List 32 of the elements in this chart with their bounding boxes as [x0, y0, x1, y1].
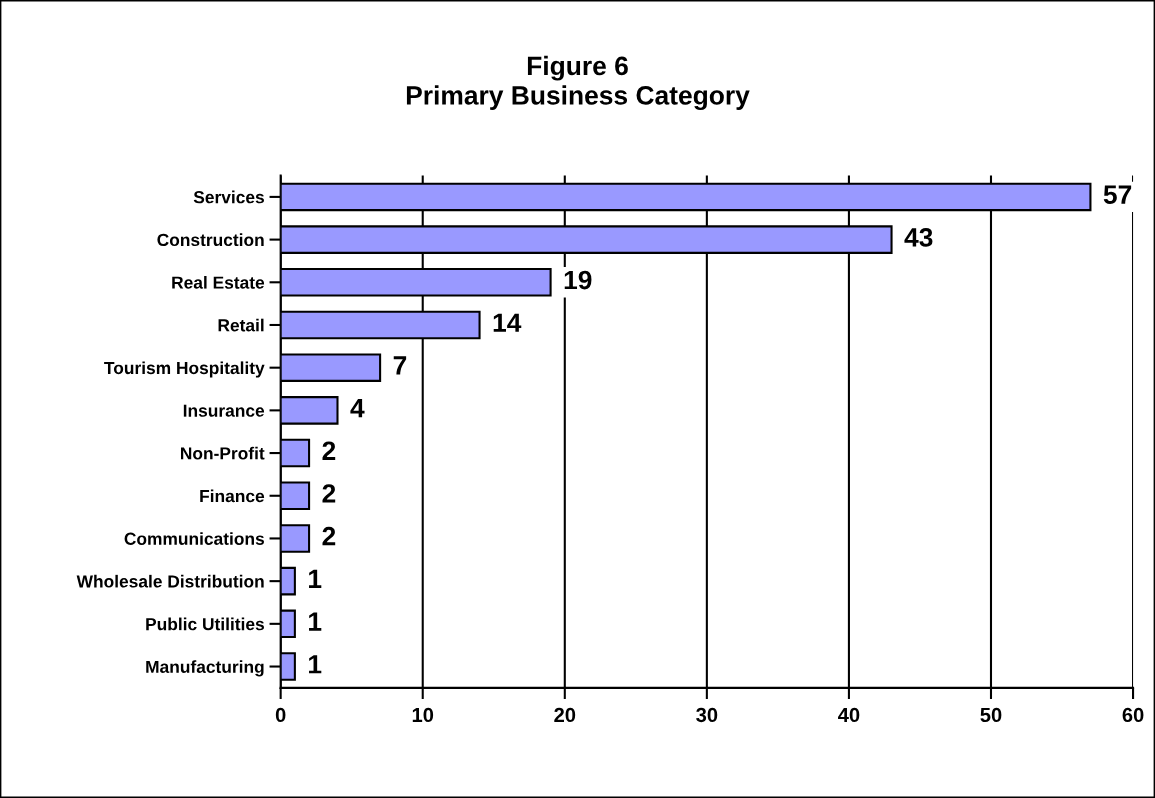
data-label: 1 [309, 612, 322, 631]
y-tick-label: Retail [218, 318, 264, 332]
x-tick-label: 30 [696, 707, 718, 723]
data-label: 43 [904, 228, 933, 247]
data-label: 19 [564, 270, 592, 290]
y-tick-label: Real Estate [172, 276, 265, 289]
data-label: 4 [350, 399, 365, 418]
x-tick-label: 40 [838, 707, 860, 723]
data-label: 1 [309, 569, 322, 588]
y-tick-label: Insurance [183, 404, 265, 417]
y-tick-label: Manufacturing [146, 660, 264, 677]
data-label: 2 [322, 441, 336, 460]
chart-title: Figure 6 Primary Business Category [406, 55, 750, 111]
data-label: 1 [309, 655, 322, 674]
x-tick-label: 60 [1122, 707, 1144, 723]
y-tick-label: Tourism Hospitality [104, 361, 265, 378]
x-tick-label: 10 [412, 707, 434, 723]
y-tick-label: Communications [124, 532, 264, 545]
y-tick-label: Construction [157, 233, 264, 247]
y-tick-label: Non-Profit [181, 446, 265, 460]
data-label: 57 [1103, 185, 1132, 204]
data-label: 7 [393, 356, 407, 375]
data-label: 14 [493, 313, 522, 332]
y-tick-label: Public Utilities [146, 617, 264, 631]
y-tick-label: Wholesale Distribution [76, 574, 264, 588]
y-tick-label: Finance [200, 489, 265, 503]
x-tick-label: 20 [554, 707, 576, 723]
y-tick-label: Services [193, 190, 264, 204]
data-label: 2 [322, 526, 336, 546]
x-tick-label: 0 [275, 707, 286, 723]
x-tick-label: 50 [980, 707, 1002, 723]
data-label: 2 [322, 484, 336, 503]
